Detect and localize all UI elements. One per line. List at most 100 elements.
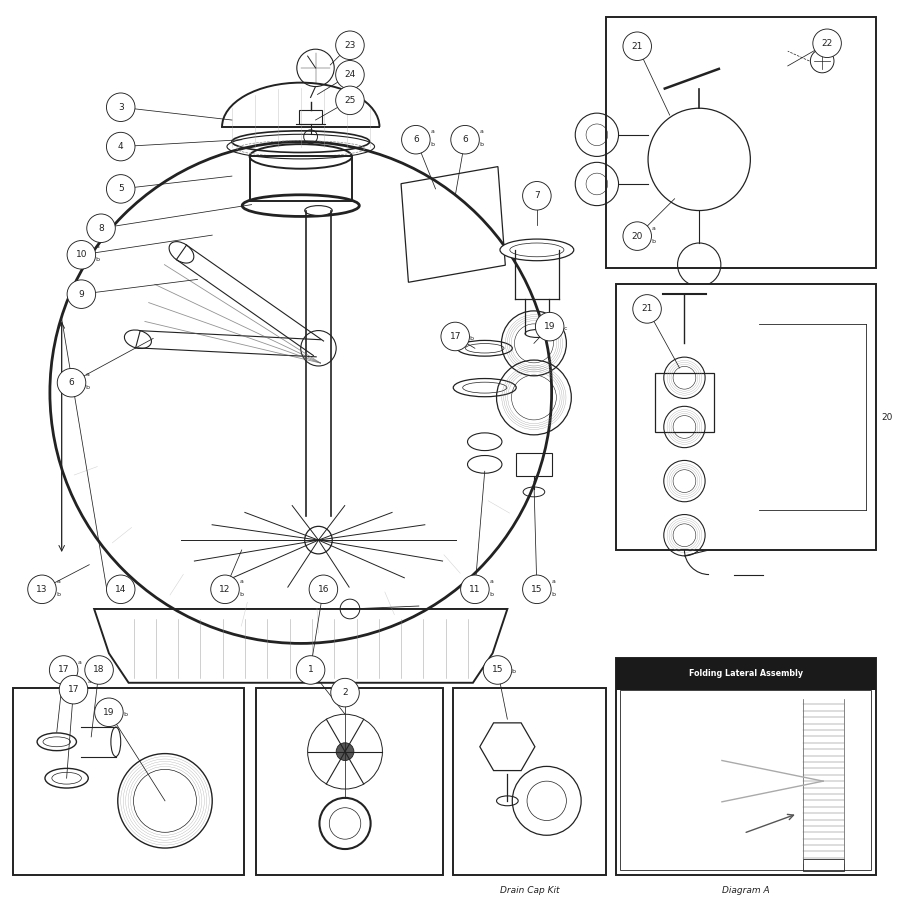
Text: a: a [551,579,555,584]
Text: 2: 2 [342,688,347,698]
Text: 15: 15 [491,665,503,674]
Text: a: a [430,130,434,134]
Text: 1: 1 [308,665,313,674]
Text: b: b [490,591,493,597]
Text: a: a [480,130,483,134]
Text: 24: 24 [345,70,356,79]
Circle shape [106,132,135,161]
Circle shape [401,125,430,154]
Circle shape [523,575,551,604]
Text: 22: 22 [822,39,832,48]
Circle shape [94,698,123,726]
Text: 13: 13 [36,585,48,594]
Circle shape [536,312,564,341]
Text: a: a [88,680,92,684]
Text: Folding Lateral Assembly: Folding Lateral Assembly [688,670,803,679]
Text: Drain Cap Kit: Drain Cap Kit [500,886,559,896]
Circle shape [106,575,135,604]
Text: b: b [512,670,516,674]
Text: 5: 5 [118,184,123,194]
Circle shape [337,742,354,760]
Text: 17: 17 [68,685,79,694]
Text: 23: 23 [345,40,356,50]
Circle shape [309,575,338,604]
Text: 12: 12 [220,585,230,594]
Text: 7: 7 [534,192,540,201]
Text: b: b [95,257,100,262]
Text: 20: 20 [632,231,643,240]
Circle shape [50,656,78,684]
Bar [606,17,877,267]
Circle shape [451,125,480,154]
Bar [454,688,606,875]
Text: b: b [123,712,127,716]
Text: a: a [95,245,100,249]
Text: 17: 17 [58,665,69,674]
Text: 19: 19 [544,322,555,331]
Bar [620,689,871,869]
Text: 19: 19 [104,707,114,716]
Text: 16: 16 [318,585,329,594]
Text: a: a [57,579,60,584]
Ellipse shape [467,433,502,451]
Text: 6: 6 [413,135,418,144]
Circle shape [59,675,88,704]
Text: b: b [86,385,90,390]
Ellipse shape [457,340,512,356]
Ellipse shape [37,733,76,751]
Circle shape [86,214,115,242]
Text: b: b [470,336,473,341]
Circle shape [336,86,364,114]
Text: 3: 3 [118,103,123,112]
Text: 15: 15 [531,585,543,594]
Bar [299,110,322,124]
Text: 6: 6 [463,135,468,144]
Circle shape [633,294,662,323]
Circle shape [85,656,113,684]
Text: b: b [430,142,434,147]
Text: 20: 20 [881,412,893,421]
Bar [616,284,877,550]
Circle shape [28,575,57,604]
Circle shape [441,322,470,351]
Text: 10: 10 [76,250,87,259]
Bar [13,688,244,875]
Text: b: b [480,142,483,147]
Circle shape [813,29,842,58]
Circle shape [58,368,86,397]
Text: 17: 17 [449,332,461,341]
Text: a: a [78,660,82,664]
Text: b: b [551,591,555,597]
Text: b: b [239,591,243,597]
Ellipse shape [45,769,88,788]
Circle shape [211,575,239,604]
Bar [517,453,552,476]
Bar [655,373,714,432]
Text: c: c [564,326,567,331]
Text: 4: 4 [118,142,123,151]
Text: 21: 21 [632,41,643,50]
Text: 8: 8 [98,224,104,233]
Circle shape [68,280,95,309]
Text: 6: 6 [68,378,75,387]
Circle shape [523,182,551,210]
Text: a: a [652,226,655,230]
Circle shape [623,32,652,60]
Text: a: a [490,579,493,584]
Circle shape [336,31,364,59]
Bar [616,658,877,875]
Circle shape [331,679,359,706]
Text: 11: 11 [469,585,481,594]
Text: 21: 21 [642,304,652,313]
Text: a: a [86,373,90,377]
Circle shape [68,240,95,269]
Text: 14: 14 [115,585,126,594]
Bar [256,688,444,875]
Circle shape [623,222,652,250]
Bar [616,658,877,689]
Ellipse shape [467,455,502,473]
Circle shape [483,656,512,684]
Text: 25: 25 [345,96,356,105]
Ellipse shape [454,379,517,397]
Text: Diagram A: Diagram A [722,886,770,896]
